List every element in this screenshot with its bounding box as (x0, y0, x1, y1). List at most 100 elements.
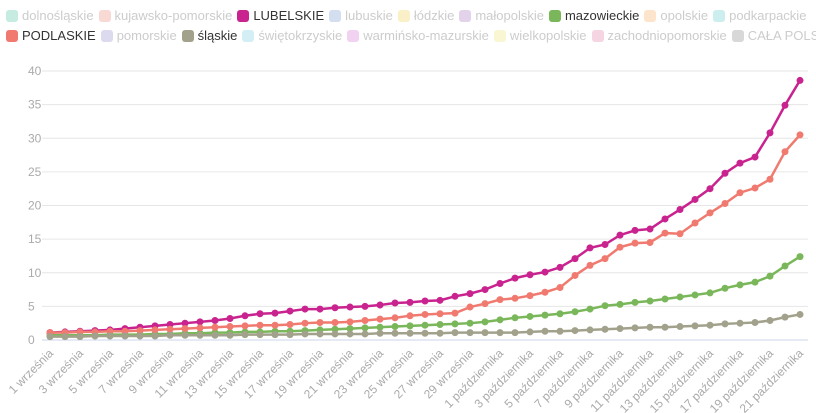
y-tick-label: 15 (28, 232, 42, 246)
legend-swatch (6, 10, 18, 22)
data-point (751, 278, 759, 286)
data-point (661, 229, 669, 237)
data-point (616, 231, 624, 239)
legend-item[interactable]: LUBELSKIE (237, 6, 324, 26)
data-point (121, 332, 129, 340)
y-tick-label: 20 (28, 199, 42, 213)
data-point (586, 305, 594, 313)
data-point (781, 101, 789, 109)
legend-item[interactable]: wielkopolskie (493, 26, 587, 46)
data-point (211, 323, 219, 331)
legend-swatch (100, 30, 113, 42)
data-point (256, 321, 264, 329)
data-point (346, 325, 354, 333)
data-point (556, 284, 564, 292)
data-point (586, 326, 594, 334)
data-point (571, 271, 579, 279)
data-point (541, 311, 549, 319)
y-tick-label: 35 (28, 98, 42, 112)
data-point (691, 219, 699, 227)
data-point (511, 294, 519, 302)
data-point (271, 309, 279, 317)
data-point (286, 307, 294, 315)
data-point (316, 319, 324, 327)
legend-item[interactable]: PODLASKIE (6, 26, 96, 46)
data-point (226, 331, 234, 339)
legend-item[interactable]: kujawsko-pomorskie (98, 6, 232, 26)
legend-item[interactable]: warmińsko-mazurskie (347, 26, 489, 46)
legend-row: PODLASKIE pomorskie śląskie świętokrzyskie w… (6, 26, 816, 46)
data-point (541, 288, 549, 296)
data-point (781, 313, 789, 321)
data-point (556, 310, 564, 318)
legend-item[interactable]: małopolskie (459, 6, 544, 26)
data-point (496, 316, 504, 324)
data-point (451, 292, 459, 300)
legend-swatch (493, 30, 506, 42)
data-point (136, 332, 144, 340)
data-point (286, 331, 294, 339)
data-point (346, 303, 354, 311)
legend-item[interactable]: świętokrzyskie (242, 26, 342, 46)
data-point (331, 304, 339, 312)
data-point (526, 271, 534, 279)
data-point (721, 284, 729, 292)
data-point (556, 327, 564, 335)
data-point (181, 325, 189, 333)
data-point (466, 290, 474, 298)
data-point (241, 322, 249, 330)
data-point (496, 280, 504, 288)
data-point (436, 329, 444, 337)
data-point (436, 310, 444, 318)
data-point (511, 329, 519, 337)
data-point (661, 323, 669, 331)
data-point (181, 319, 189, 327)
data-point (616, 243, 624, 251)
legend-row: dolnośląskie kujawsko-pomorskie LUBELSKIE l… (6, 6, 812, 26)
data-point (346, 318, 354, 326)
legend-item[interactable]: lubuskie (329, 6, 393, 26)
legend-swatch (397, 10, 410, 22)
legend-label: lubuskie (345, 8, 393, 23)
data-point (691, 195, 699, 203)
data-point (196, 331, 204, 339)
legend-swatch (329, 10, 342, 22)
data-point (226, 323, 234, 331)
data-point (601, 255, 609, 263)
data-point (466, 303, 474, 311)
data-point (631, 239, 639, 247)
legend-item[interactable]: zachodniopomorskie (591, 26, 727, 46)
legend-label: mazowieckie (564, 8, 640, 23)
legend-item[interactable]: CAŁA POLSKA (731, 26, 816, 46)
data-point (451, 309, 459, 317)
data-point (391, 299, 399, 307)
data-point (196, 318, 204, 326)
legend: dolnośląskie kujawsko-pomorskie LUBELSKIE l… (6, 6, 816, 46)
data-point (451, 329, 459, 337)
data-point (646, 238, 654, 246)
data-point (451, 320, 459, 328)
y-tick-label: 25 (28, 165, 42, 179)
legend-item[interactable]: łódzkie (397, 6, 454, 26)
data-point (541, 327, 549, 335)
data-point (391, 329, 399, 337)
data-point (151, 332, 159, 340)
data-point (421, 310, 429, 318)
data-point (76, 333, 84, 341)
data-point (616, 300, 624, 308)
data-point (481, 300, 489, 308)
data-point (526, 328, 534, 336)
legend-item[interactable]: podkarpackie (713, 6, 806, 26)
data-point (736, 281, 744, 289)
data-point (676, 323, 684, 331)
legend-item[interactable]: mazowieckie (548, 6, 640, 26)
legend-item[interactable]: dolnośląskie (6, 6, 94, 26)
legend-item[interactable]: śląskie (181, 26, 237, 46)
data-point (466, 329, 474, 337)
legend-item[interactable]: pomorskie (100, 26, 177, 46)
legend-item[interactable]: opolskie (644, 6, 708, 26)
data-point (256, 310, 264, 318)
data-point (241, 312, 249, 320)
data-point (406, 312, 414, 320)
